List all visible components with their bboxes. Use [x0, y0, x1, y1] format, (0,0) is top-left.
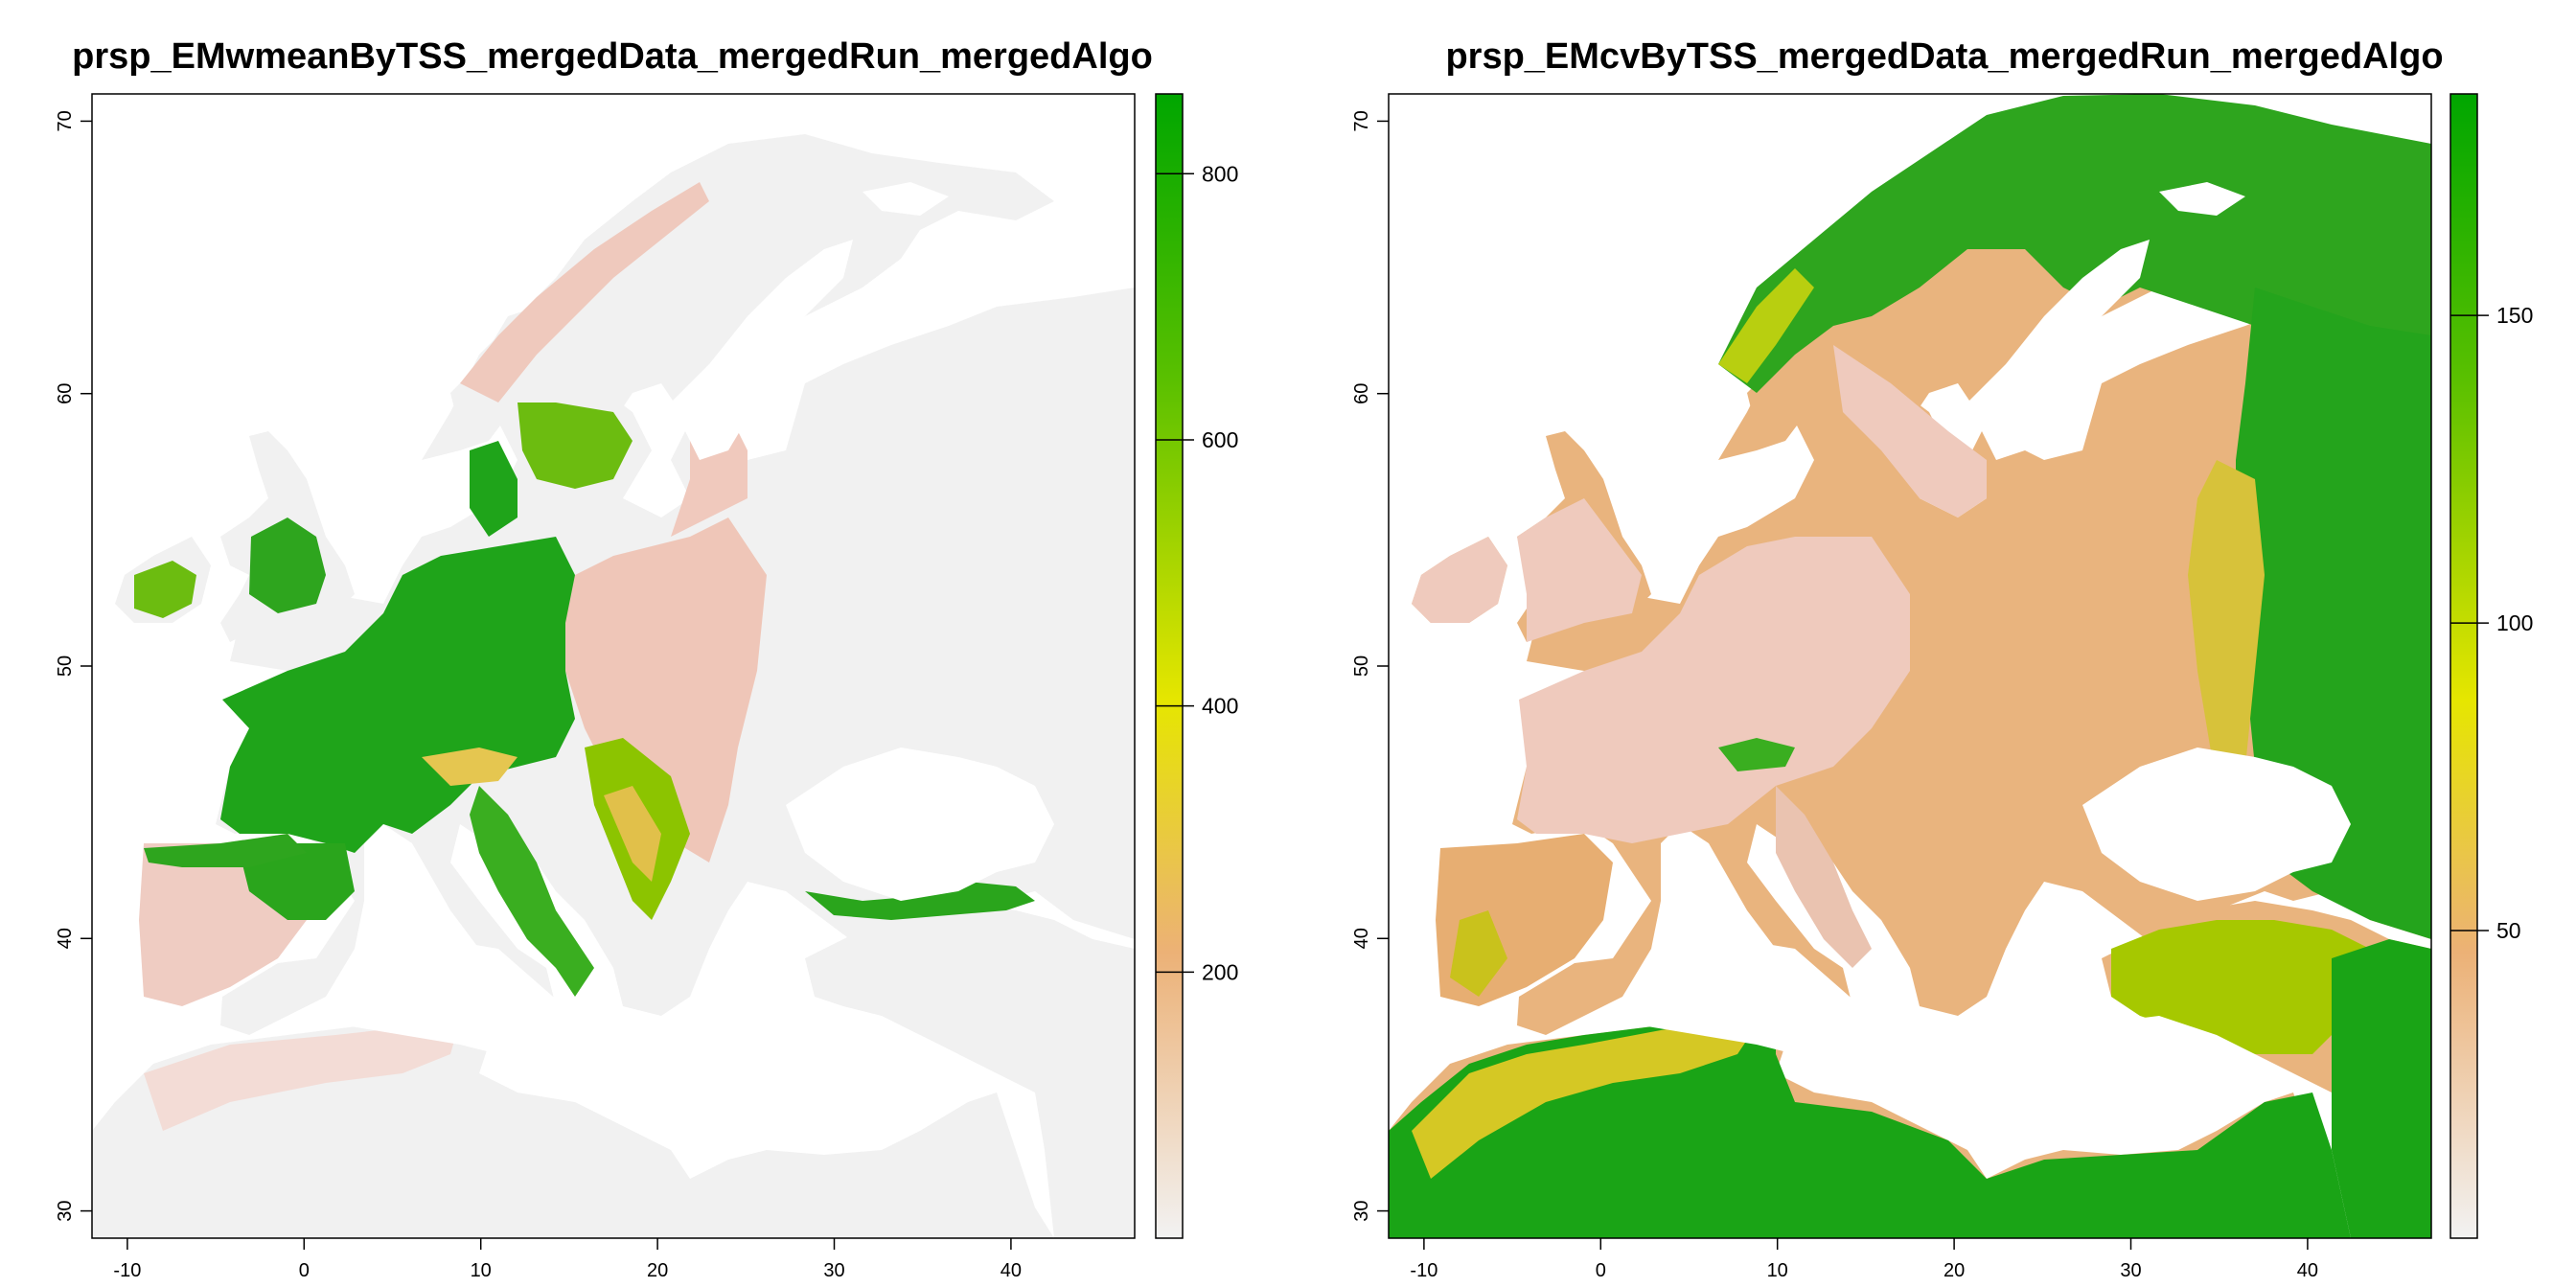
right-y-tick-label: 40	[1351, 928, 1372, 949]
left-y-tick-label: 70	[55, 110, 76, 131]
left-y-tick-label: 30	[55, 1200, 76, 1221]
left-map-raster	[92, 94, 1135, 1238]
right-x-tick-label: -10	[1410, 1260, 1438, 1281]
right-map-axes: -10 0 10 20 30 40 30 40 50 60 70	[1351, 110, 2318, 1281]
left-y-tick-label: 50	[55, 656, 76, 677]
right-x-tick-label: 30	[2120, 1260, 2141, 1281]
right-legend-tick-label: 100	[2496, 610, 2533, 635]
right-legend-tick-label: 50	[2496, 918, 2521, 943]
left-x-tick-label: -10	[113, 1260, 141, 1281]
right-y-tick-label: 70	[1351, 110, 1372, 131]
right-map-raster	[1389, 94, 2431, 1238]
right-map-panel: -10 0 10 20 30 40 30 40 50 60 70 50 100 150	[1351, 93, 2533, 1281]
right-x-tick-label: 0	[1596, 1260, 1606, 1281]
left-legend-tick-label: 400	[1202, 694, 1238, 719]
left-legend-tick-label: 800	[1202, 161, 1238, 186]
right-x-tick-label: 40	[2297, 1260, 2318, 1281]
left-map-axes: -10 0 10 20 30 40 30 40 50 60 70	[55, 110, 1022, 1281]
left-x-tick-label: 10	[471, 1260, 492, 1281]
right-legend-ticks: 50 100 150	[2450, 303, 2533, 943]
right-x-tick-label: 20	[1944, 1260, 1965, 1281]
left-x-tick-label: 20	[647, 1260, 668, 1281]
left-legend-tick-label: 200	[1202, 959, 1238, 984]
left-legend-colorbar	[1155, 93, 1184, 1239]
left-map-title: prsp_EMwmeanByTSS_mergedData_mergedRun_m…	[72, 36, 1153, 77]
right-y-tick-label: 30	[1351, 1200, 1372, 1221]
right-legend-tick-label: 150	[2496, 303, 2533, 328]
right-y-tick-label: 60	[1351, 383, 1372, 404]
left-y-tick-label: 60	[55, 383, 76, 404]
right-map-title: prsp_EMcvByTSS_mergedData_mergedRun_merg…	[1445, 36, 2444, 77]
left-legend-ticks: 200 400 600 800	[1156, 161, 1238, 984]
left-map-panel: -10 0 10 20 30 40 30 40 50 60 70 200 400 600 800	[55, 93, 1238, 1281]
left-x-tick-label: 0	[299, 1260, 310, 1281]
left-legend-tick-label: 600	[1202, 427, 1238, 452]
right-legend-colorbar	[2450, 93, 2478, 1239]
left-x-tick-label: 30	[823, 1260, 844, 1281]
right-map-legend: 50 100 150	[2450, 93, 2533, 1239]
left-x-tick-label: 40	[1000, 1260, 1022, 1281]
left-y-tick-label: 40	[55, 928, 76, 949]
left-map-legend: 200 400 600 800	[1155, 93, 1238, 1239]
right-y-tick-label: 50	[1351, 656, 1372, 677]
right-x-tick-label: 10	[1767, 1260, 1788, 1281]
